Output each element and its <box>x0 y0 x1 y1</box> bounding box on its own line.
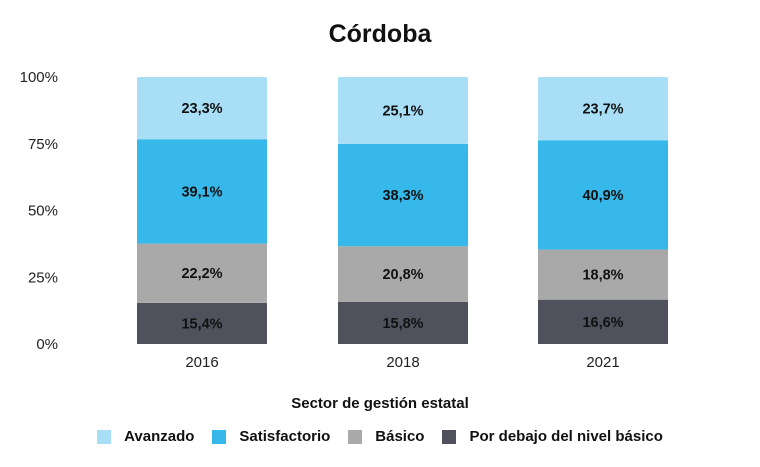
bar-segment-básico <box>338 246 468 302</box>
chart-title: Córdoba <box>328 20 432 48</box>
data-label: 18,8% <box>582 268 623 284</box>
y-tick-label: 75% <box>28 136 58 153</box>
legend-item: Por debajo del nivel básico <box>442 428 663 445</box>
data-label: 25,1% <box>382 104 423 120</box>
legend-label: Satisfactorio <box>239 428 331 445</box>
data-label: 20,8% <box>382 267 423 283</box>
bar-segment-satisfactorio <box>137 139 267 244</box>
data-label: 15,4% <box>181 316 222 332</box>
legend: Avanzado Satisfactorio Básico Por debajo de… <box>0 428 760 445</box>
bar-segment-básico <box>137 243 267 303</box>
bar-group-2016: 15,4% 22,2% 39,1% 23,3% <box>137 77 267 344</box>
legend-item: Satisfactorio <box>212 428 330 445</box>
bar-segment-por-debajo-del-nivel-básico <box>137 302 267 344</box>
x-axis-label: Sector de gestión estatal <box>291 395 469 412</box>
data-label: 23,3% <box>181 101 222 117</box>
legend-item: Avanzado <box>97 428 194 445</box>
stacked-bar-chart: 0% 25% 50% 75% 100% 15,4% 22,2% 39,1% 23,3% 15,8… <box>20 69 668 371</box>
x-tick-label: 2016 <box>185 354 218 371</box>
y-tick-label: 100% <box>20 69 58 86</box>
y-tick-label: 25% <box>28 269 58 286</box>
legend-swatch <box>97 429 112 444</box>
bar-segment-satisfactorio <box>338 144 468 247</box>
bar-segment-básico <box>538 249 668 300</box>
bar-segment-avanzado <box>538 77 668 141</box>
x-tick-label: 2021 <box>586 354 619 371</box>
legend-swatch <box>442 429 457 444</box>
bar-group-2021: 16,6% 18,8% 40,9% 23,7% <box>538 77 668 344</box>
bar-segment-por-debajo-del-nivel-básico <box>338 301 468 344</box>
bar-segment-avanzado <box>137 77 267 140</box>
data-label: 16,6% <box>582 315 623 331</box>
data-label: 38,3% <box>382 188 423 204</box>
bar-segment-por-debajo-del-nivel-básico <box>538 299 668 344</box>
y-tick-label: 50% <box>28 203 58 220</box>
legend-label: Por debajo del nivel básico <box>469 428 663 445</box>
data-label: 39,1% <box>181 184 222 200</box>
legend-label: Avanzado <box>124 428 195 445</box>
y-axis: 0% 25% 50% 75% 100% <box>20 69 58 353</box>
x-tick-label: 2018 <box>386 354 419 371</box>
data-label: 15,8% <box>382 316 423 332</box>
bar-group-2018: 15,8% 20,8% 38,3% 25,1% <box>338 77 468 344</box>
bar-segment-satisfactorio <box>538 140 668 250</box>
bar-segment-avanzado <box>338 77 468 145</box>
x-axis: 2016 2018 2021 <box>185 354 619 371</box>
legend-item: Básico <box>348 428 424 445</box>
legend-label: Básico <box>375 428 425 445</box>
data-label: 22,2% <box>181 266 222 282</box>
y-tick-label: 0% <box>36 336 58 353</box>
data-label: 23,7% <box>582 102 623 118</box>
bars: 15,4% 22,2% 39,1% 23,3% 15,8% 20,8% 38,3% 25,1%… <box>137 77 668 344</box>
legend-swatch <box>212 429 227 444</box>
legend-swatch <box>348 429 363 444</box>
data-label: 40,9% <box>582 188 623 204</box>
